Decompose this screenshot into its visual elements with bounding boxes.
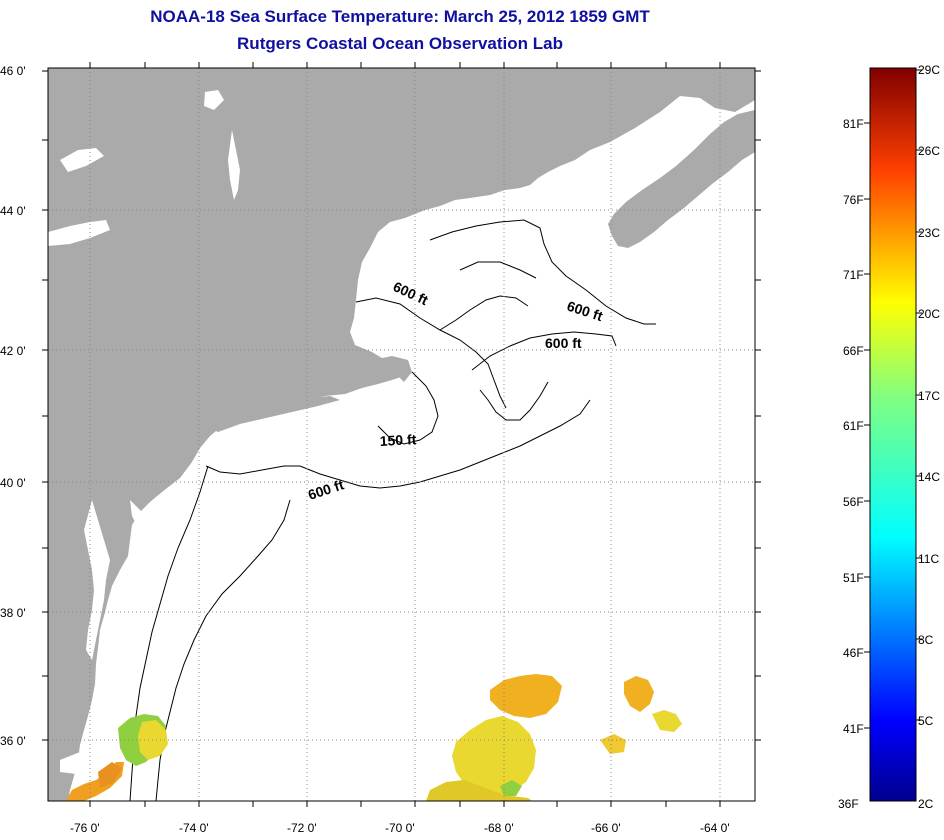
lat-labels: 46 0' 44 0' 42 0' 40 0' 38 0' 36 0' bbox=[0, 64, 26, 748]
colorbar-scale bbox=[869, 67, 917, 802]
cb-f-41: 41F bbox=[843, 722, 864, 736]
cb-f-51: 51F bbox=[843, 571, 864, 585]
delaware-bay bbox=[130, 500, 152, 540]
cb-c-26: 26C bbox=[918, 144, 940, 158]
land-nova-scotia bbox=[608, 110, 755, 248]
lat-label-42: 42 0' bbox=[0, 344, 26, 358]
cb-c-14: 14C bbox=[918, 470, 940, 484]
small-lake-2 bbox=[60, 148, 104, 172]
cb-c-5: 5C bbox=[918, 714, 934, 728]
sst-patch-small-1 bbox=[500, 780, 522, 796]
lon-labels: -76 0' -74 0' -72 0' -70 0' -68 0' -66 0… bbox=[70, 821, 730, 835]
contour-label-3: 600 ft bbox=[545, 335, 582, 351]
lon-label-64: -64 0' bbox=[700, 821, 730, 835]
sst-patch-gulfstream-5 bbox=[652, 710, 682, 732]
cb-f-81: 81F bbox=[843, 117, 864, 131]
lon-label-66: -66 0' bbox=[591, 821, 621, 835]
sst-patch-nc-warm-2 bbox=[98, 762, 122, 788]
lake-ontario bbox=[48, 220, 110, 246]
albemarle-sound bbox=[60, 752, 96, 774]
lat-label-36: 36 0' bbox=[0, 734, 26, 748]
cb-f-71: 71F bbox=[843, 268, 864, 282]
cb-f-66: 66F bbox=[843, 344, 864, 358]
lake-champlain bbox=[228, 130, 240, 200]
land-mainland bbox=[48, 68, 755, 801]
lon-label-68: -68 0' bbox=[484, 821, 514, 835]
cb-f-56: 56F bbox=[843, 495, 864, 509]
lat-label-44: 44 0' bbox=[0, 204, 26, 218]
map-subtitle: Rutgers Coastal Ocean Observation Lab bbox=[237, 34, 563, 53]
axis-ticks bbox=[42, 62, 761, 807]
cb-c-11: 11C bbox=[918, 552, 939, 566]
sst-patch-gulfstream-3 bbox=[452, 716, 536, 796]
lat-label-40: 40 0' bbox=[0, 476, 26, 490]
contour-label-4: 150 ft bbox=[379, 431, 417, 449]
sst-patch-gulfstream-1 bbox=[490, 674, 562, 718]
cb-c-8: 8C bbox=[918, 633, 934, 647]
lon-label-70: -70 0' bbox=[385, 821, 415, 835]
cb-f-46: 46F bbox=[843, 646, 864, 660]
lon-label-72: -72 0' bbox=[287, 821, 317, 835]
cb-c-29: 29C bbox=[918, 63, 940, 77]
colorbar: 29C 26C 23C 20C 17C 14C 11C 8C 5C 2C 81F… bbox=[838, 63, 940, 811]
sst-data bbox=[66, 674, 682, 801]
lon-label-74: -74 0' bbox=[179, 821, 209, 835]
sst-patch-gulfstream-6 bbox=[600, 734, 626, 754]
cb-f-76: 76F bbox=[843, 193, 864, 207]
cb-f-36: 36F bbox=[838, 797, 859, 811]
small-lake-1 bbox=[204, 90, 224, 110]
cb-f-61: 61F bbox=[843, 419, 864, 433]
cb-c-23: 23C bbox=[918, 226, 940, 240]
cb-c-20: 20C bbox=[918, 307, 940, 321]
cb-c-17: 17C bbox=[918, 389, 940, 403]
map-title: NOAA-18 Sea Surface Temperature: March 2… bbox=[150, 7, 650, 26]
lat-label-38: 38 0' bbox=[0, 606, 26, 620]
colorbar-ticks bbox=[864, 69, 922, 729]
map-frame bbox=[47, 67, 756, 802]
lon-label-76: -76 0' bbox=[70, 821, 100, 835]
cb-c-2: 2C bbox=[918, 797, 934, 811]
sst-patch-gulfstream-2 bbox=[624, 676, 654, 712]
land-cape-cod bbox=[372, 356, 412, 382]
lat-label-46: 46 0' bbox=[0, 64, 26, 78]
